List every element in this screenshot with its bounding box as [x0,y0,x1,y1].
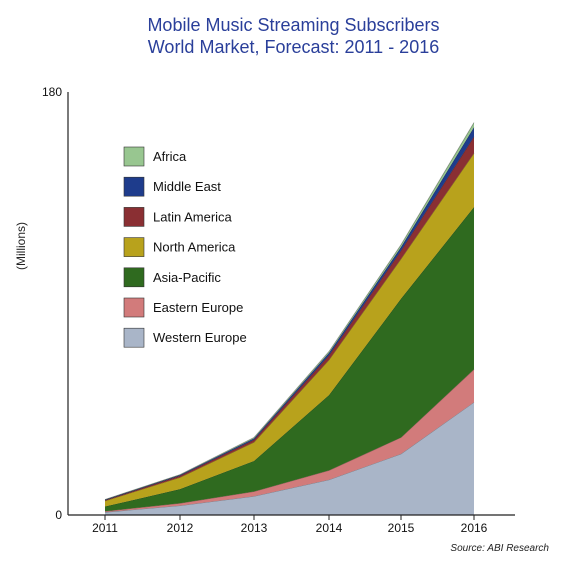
legend-label-middle-east: Middle East [153,179,221,194]
legend-swatch-africa [123,146,145,167]
chart-title: Mobile Music Streaming Subscribers [147,15,440,35]
legend-label-north-america: North America [153,240,236,255]
chart-subtitle: World Market, Forecast: 2011 - 2016 [147,37,440,57]
legend-label-asia-pacific: Asia-Pacific [153,270,221,285]
x-tick-label: 2015 [388,521,415,535]
x-tick-label: 2016 [461,521,488,535]
legend-label-western-europe: Western Europe [153,330,247,345]
x-tick-label: 2012 [167,521,194,535]
legend-swatch-asia-pacific [123,267,145,288]
area-asia-pacific [105,207,474,512]
y-tick-label: 180 [42,85,62,99]
legend-label-africa: Africa [153,149,187,164]
legend-swatch-eastern-europe [123,297,145,318]
source-note: Source: ABI Research [450,543,549,554]
y-tick-label: 0 [55,508,62,522]
legend-label-eastern-europe: Eastern Europe [153,300,243,315]
area-edge-africa [104,122,475,500]
x-tick-label: 2013 [241,521,268,535]
x-tick-label: 2014 [316,521,343,535]
x-tick-label: 2011 [92,521,118,535]
legend-swatch-latin-america [123,207,145,227]
legend-label-latin-america: Latin America [153,209,233,224]
area-eastern-europe [105,369,474,513]
legend-swatch-western-europe [123,327,145,348]
legend-swatch-middle-east [123,176,145,197]
area-western-europe [105,402,474,515]
legend-swatch-north-america [123,237,145,257]
